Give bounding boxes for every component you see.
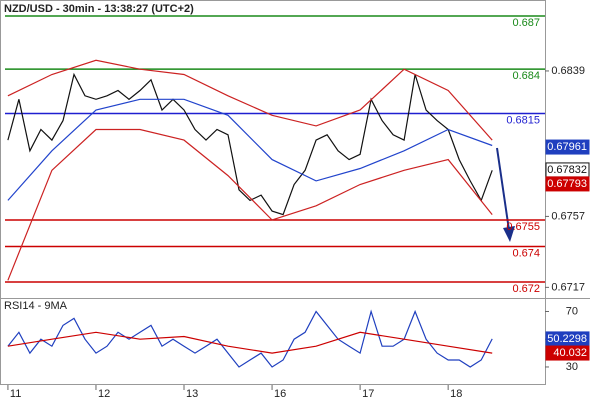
- price-line: [7, 72, 493, 216]
- x-tick-label: 11: [10, 388, 21, 400]
- chart-title: NZD/USD - 30min - 13:38:27 (UTC+2): [4, 3, 194, 15]
- price-tag-label: 50.2298: [547, 333, 587, 345]
- x-tick-label: 17: [362, 388, 374, 400]
- rsi-label: RSI14 - 9MA: [4, 300, 68, 312]
- panel-frame: [0, 0, 546, 385]
- x-tick-label: 18: [450, 388, 462, 400]
- level-label: 0.687: [512, 17, 540, 29]
- forecast-arrow: [496, 147, 510, 231]
- rsi-y-tick-label: 70: [566, 305, 578, 317]
- x-tick-label: 16: [274, 388, 286, 400]
- price-tag-label: 40.032: [553, 347, 587, 359]
- rsi-line: [7, 331, 493, 354]
- y-tick-label: 0.6717: [551, 281, 585, 293]
- price-tag: [545, 345, 590, 361]
- level-label: 0.672: [512, 283, 540, 295]
- price-tag-label: 0.67832: [547, 164, 587, 176]
- level-label: 0.6815: [506, 114, 540, 126]
- price-line: [7, 128, 493, 281]
- rsi-y-tick-label: 30: [566, 361, 578, 373]
- rsi-line: [7, 309, 493, 368]
- price-tag-label: 0.67961: [547, 141, 587, 153]
- forecast-arrow-head: [503, 226, 515, 242]
- y-tick-label: 0.6839: [551, 65, 585, 77]
- level-label: 0.6755: [506, 221, 540, 233]
- price-line: [7, 98, 493, 201]
- price-tag: [545, 176, 590, 192]
- x-tick-label: 13: [186, 388, 198, 400]
- level-label: 0.684: [512, 70, 540, 82]
- price-line: [7, 59, 493, 141]
- price-tag: [545, 139, 590, 155]
- level-label: 0.674: [512, 247, 540, 259]
- y-tick-label: 0.6757: [551, 210, 585, 222]
- price-tag-label: 0.67793: [547, 178, 587, 190]
- x-tick-label: 12: [98, 388, 110, 400]
